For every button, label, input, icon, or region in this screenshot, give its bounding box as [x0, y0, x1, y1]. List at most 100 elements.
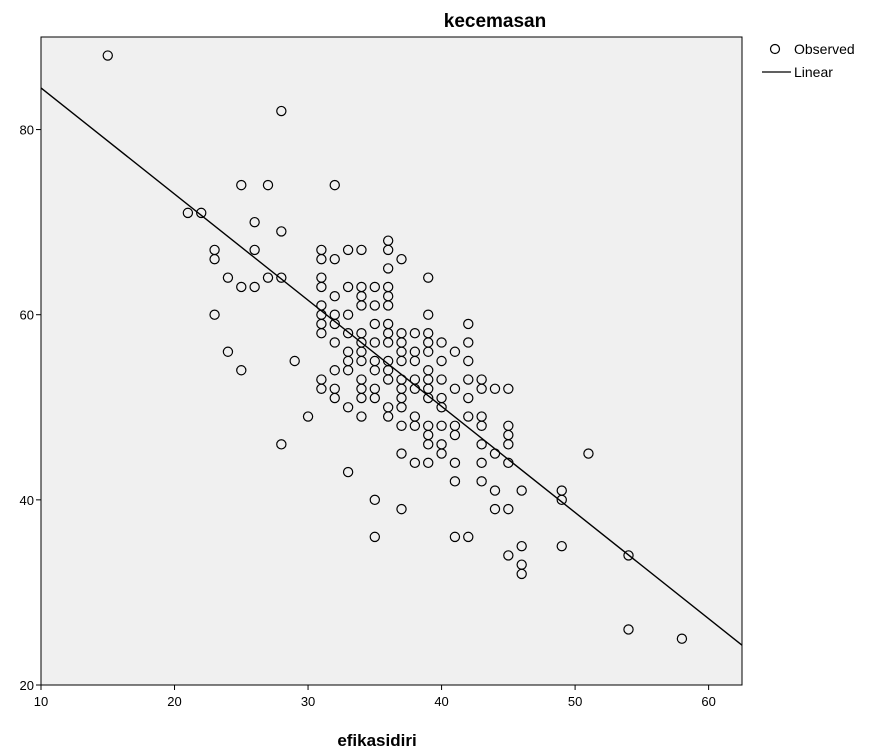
- data-point: [289, 355, 300, 367]
- data-point: [396, 253, 407, 265]
- data-point: [489, 503, 501, 515]
- data-point: [329, 179, 340, 191]
- data-point: [329, 392, 340, 404]
- data-point: [503, 503, 514, 515]
- y-axis: 20 40 60 80: [20, 123, 41, 693]
- data-point: [382, 411, 394, 422]
- data-point: [276, 272, 287, 283]
- data-point: [463, 355, 474, 367]
- data-point: [463, 392, 474, 404]
- x-tick-label: 30: [301, 694, 315, 709]
- data-point: [356, 244, 367, 256]
- data-point: [516, 540, 527, 552]
- data-point: [436, 448, 447, 459]
- data-point: [516, 485, 527, 496]
- data-point: [436, 337, 447, 348]
- data-point: [449, 383, 461, 394]
- data-point: [356, 355, 367, 367]
- data-point: [342, 466, 354, 478]
- y-tick-label: 40: [20, 493, 34, 508]
- data-point: [423, 457, 434, 469]
- data-point: [369, 531, 381, 543]
- data-point: [409, 355, 421, 367]
- data-point: [196, 207, 207, 219]
- data-point: [316, 281, 327, 293]
- data-point: [276, 226, 287, 237]
- y-tick-label: 80: [20, 123, 34, 138]
- data-point: [463, 337, 474, 348]
- data-point: [342, 402, 354, 413]
- data-point: [222, 346, 234, 357]
- x-tick-label: 20: [167, 694, 181, 709]
- plot-area: [40, 36, 743, 686]
- data-point: [396, 448, 407, 459]
- y-tick-label: 20: [20, 678, 34, 693]
- data-point: [209, 309, 220, 320]
- legend-observed-marker: [769, 43, 781, 55]
- data-point: [396, 355, 407, 367]
- data-point: [556, 494, 567, 506]
- data-point: [409, 457, 421, 469]
- data-point: [262, 179, 274, 191]
- x-axis: 10 20 30 40 50 60: [34, 685, 716, 709]
- data-point: [476, 420, 487, 431]
- data-point: [463, 531, 474, 543]
- data-point: [476, 383, 487, 394]
- data-point: [583, 448, 594, 459]
- data-point: [623, 624, 634, 635]
- data-point: [342, 328, 354, 339]
- data-point: [329, 337, 340, 348]
- data-point: [329, 365, 340, 376]
- data-point: [356, 392, 367, 404]
- data-point: [316, 383, 327, 394]
- data-point: [382, 244, 394, 256]
- data-point: [369, 392, 381, 404]
- x-tick-label: 60: [701, 694, 715, 709]
- data-point: [503, 550, 514, 561]
- data-point: [262, 272, 274, 283]
- data-point: [249, 244, 260, 256]
- data-point: [409, 383, 421, 394]
- data-point: [382, 374, 394, 385]
- y-tick-label: 60: [20, 308, 34, 323]
- legend-observed-label: Observed: [794, 41, 855, 57]
- data-point: [423, 272, 434, 283]
- data-point: [436, 374, 447, 385]
- data-point: [476, 476, 487, 487]
- x-tick-label: 40: [434, 694, 448, 709]
- data-point: [276, 439, 287, 450]
- data-point: [423, 439, 434, 450]
- data-point: [463, 318, 474, 330]
- data-point: [423, 346, 434, 357]
- data-point: [209, 253, 220, 265]
- data-point: [382, 300, 394, 311]
- data-point: [182, 207, 194, 219]
- data-point: [436, 420, 447, 431]
- data-point: [436, 355, 447, 367]
- x-tick-label: 50: [568, 694, 582, 709]
- data-point: [516, 568, 527, 580]
- data-point: [476, 439, 487, 450]
- data-point: [463, 374, 474, 385]
- data-point: [463, 411, 474, 422]
- data-point: [316, 253, 327, 265]
- data-point: [302, 411, 314, 422]
- data-point: [329, 253, 340, 265]
- x-axis-label: efikasidiri: [337, 731, 416, 750]
- data-point: [676, 633, 688, 644]
- data-point: [356, 411, 367, 422]
- data-point: [236, 179, 247, 191]
- data-point: [316, 328, 327, 339]
- data-point: [236, 365, 247, 376]
- legend-linear-label: Linear: [794, 64, 833, 80]
- data-point: [342, 365, 354, 376]
- data-point: [342, 309, 354, 320]
- data-point: [449, 531, 461, 543]
- data-point: [503, 457, 514, 469]
- data-point: [409, 328, 421, 339]
- data-point: [449, 476, 461, 487]
- data-point: [222, 272, 234, 283]
- data-point: [449, 429, 461, 441]
- data-point: [623, 550, 634, 561]
- data-point: [369, 494, 381, 506]
